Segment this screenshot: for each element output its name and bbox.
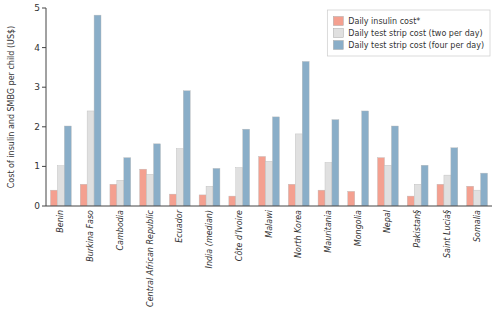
- y-tick-label: 4: [34, 43, 40, 53]
- y-tick: [42, 126, 46, 127]
- legend: Daily insulin cost* Daily test strip cost…: [327, 10, 490, 56]
- y-tick: [42, 8, 46, 9]
- legend-frame: [327, 10, 490, 56]
- legend-swatch: [333, 41, 343, 50]
- chart: Benin Burkina Faso Cambodia Central African…: [0, 0, 500, 311]
- bar: [332, 120, 339, 206]
- bar: [295, 134, 302, 206]
- bar: [183, 91, 190, 206]
- bar: [302, 61, 309, 206]
- bar: [140, 169, 147, 206]
- bar: [444, 175, 451, 206]
- bar: [80, 184, 87, 206]
- bar: [64, 126, 71, 206]
- bar: [213, 168, 220, 206]
- legend-label: Daily test strip cost (four per day): [348, 41, 484, 50]
- bars: [50, 15, 487, 206]
- bar: [236, 168, 243, 206]
- bar: [243, 129, 250, 206]
- x-tick-label: Burkina Faso: [86, 210, 95, 262]
- bar: [362, 111, 369, 206]
- x-tick-label: Saint Lucia§: [443, 210, 452, 258]
- bar: [266, 161, 273, 206]
- bar: [50, 190, 57, 206]
- x-tick-label: Mongolia: [354, 210, 363, 246]
- bar: [325, 162, 332, 206]
- bar: [154, 144, 161, 206]
- bar: [384, 165, 391, 206]
- bar: [474, 190, 481, 206]
- bar: [199, 195, 206, 206]
- x-tick-label: Nepal: [383, 209, 392, 233]
- y-axis-line: [46, 8, 47, 206]
- y-tick-label: 1: [34, 161, 40, 171]
- legend-label: Daily test strip cost (two per day): [348, 29, 482, 38]
- bar: [407, 196, 414, 206]
- x-axis-line: [46, 206, 492, 207]
- bar: [391, 126, 398, 206]
- x-tick-label: Benin: [56, 210, 65, 233]
- bar: [437, 184, 444, 206]
- x-tick-label: Côte d’Ivoire: [234, 210, 244, 261]
- axes: 0 1 2 3 4 5: [34, 3, 492, 211]
- x-tick-label: Ecuador: [175, 209, 184, 242]
- x-tick-label: Mauritania: [324, 210, 333, 253]
- legend-swatch: [333, 29, 343, 38]
- bar: [117, 180, 124, 206]
- bar: [229, 196, 236, 206]
- y-tick-label: 3: [34, 82, 40, 92]
- y-tick: [42, 47, 46, 48]
- bar: [451, 148, 458, 206]
- bar: [288, 184, 295, 206]
- bar: [467, 186, 474, 206]
- bar: [318, 190, 325, 206]
- bar: [94, 15, 101, 206]
- x-tick-label: North Korea: [294, 210, 303, 258]
- bar: [259, 157, 266, 207]
- x-tick-label: Cambodia: [116, 210, 125, 251]
- bar: [348, 191, 355, 206]
- y-axis-label: Cost of insulin and SMBG per child (US$): [7, 26, 16, 188]
- y-tick-label: 0: [34, 201, 40, 211]
- bar: [110, 184, 117, 206]
- bar: [169, 194, 176, 206]
- legend-label: Daily insulin cost*: [348, 17, 420, 26]
- x-tick-label: India (median): [205, 210, 214, 268]
- bar: [57, 166, 64, 206]
- bar: [378, 158, 385, 206]
- x-tick-label: Malawi: [265, 209, 274, 237]
- bar: [87, 111, 94, 206]
- x-tick-label: Central African Republic: [146, 209, 155, 307]
- y-tick-label: 5: [34, 3, 40, 13]
- y-tick-label: 2: [34, 122, 40, 132]
- y-tick: [42, 87, 46, 88]
- x-tick-labels: Benin Burkina Faso Cambodia Central African…: [56, 209, 481, 307]
- bar: [272, 117, 279, 206]
- legend-swatch: [333, 17, 343, 26]
- y-tick: [42, 206, 46, 207]
- x-tick-label: Pakistan§: [413, 210, 422, 248]
- bar: [421, 165, 428, 206]
- y-tick: [42, 166, 46, 167]
- x-tick-label: Somalia: [473, 210, 482, 242]
- bar: [147, 174, 154, 206]
- bar: [481, 173, 488, 206]
- bar: [414, 184, 421, 206]
- bar: [124, 158, 131, 206]
- bar: [176, 149, 183, 206]
- bar: [206, 186, 213, 206]
